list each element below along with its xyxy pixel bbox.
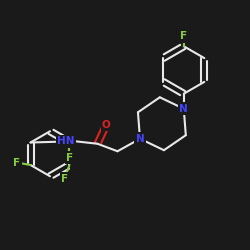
Text: N: N	[180, 104, 188, 114]
Text: F: F	[180, 31, 187, 41]
Text: F: F	[13, 158, 20, 168]
Text: N: N	[136, 134, 144, 144]
Text: HN: HN	[58, 136, 75, 146]
Text: O: O	[102, 120, 110, 130]
Text: F: F	[66, 152, 73, 162]
Text: F: F	[61, 174, 68, 184]
